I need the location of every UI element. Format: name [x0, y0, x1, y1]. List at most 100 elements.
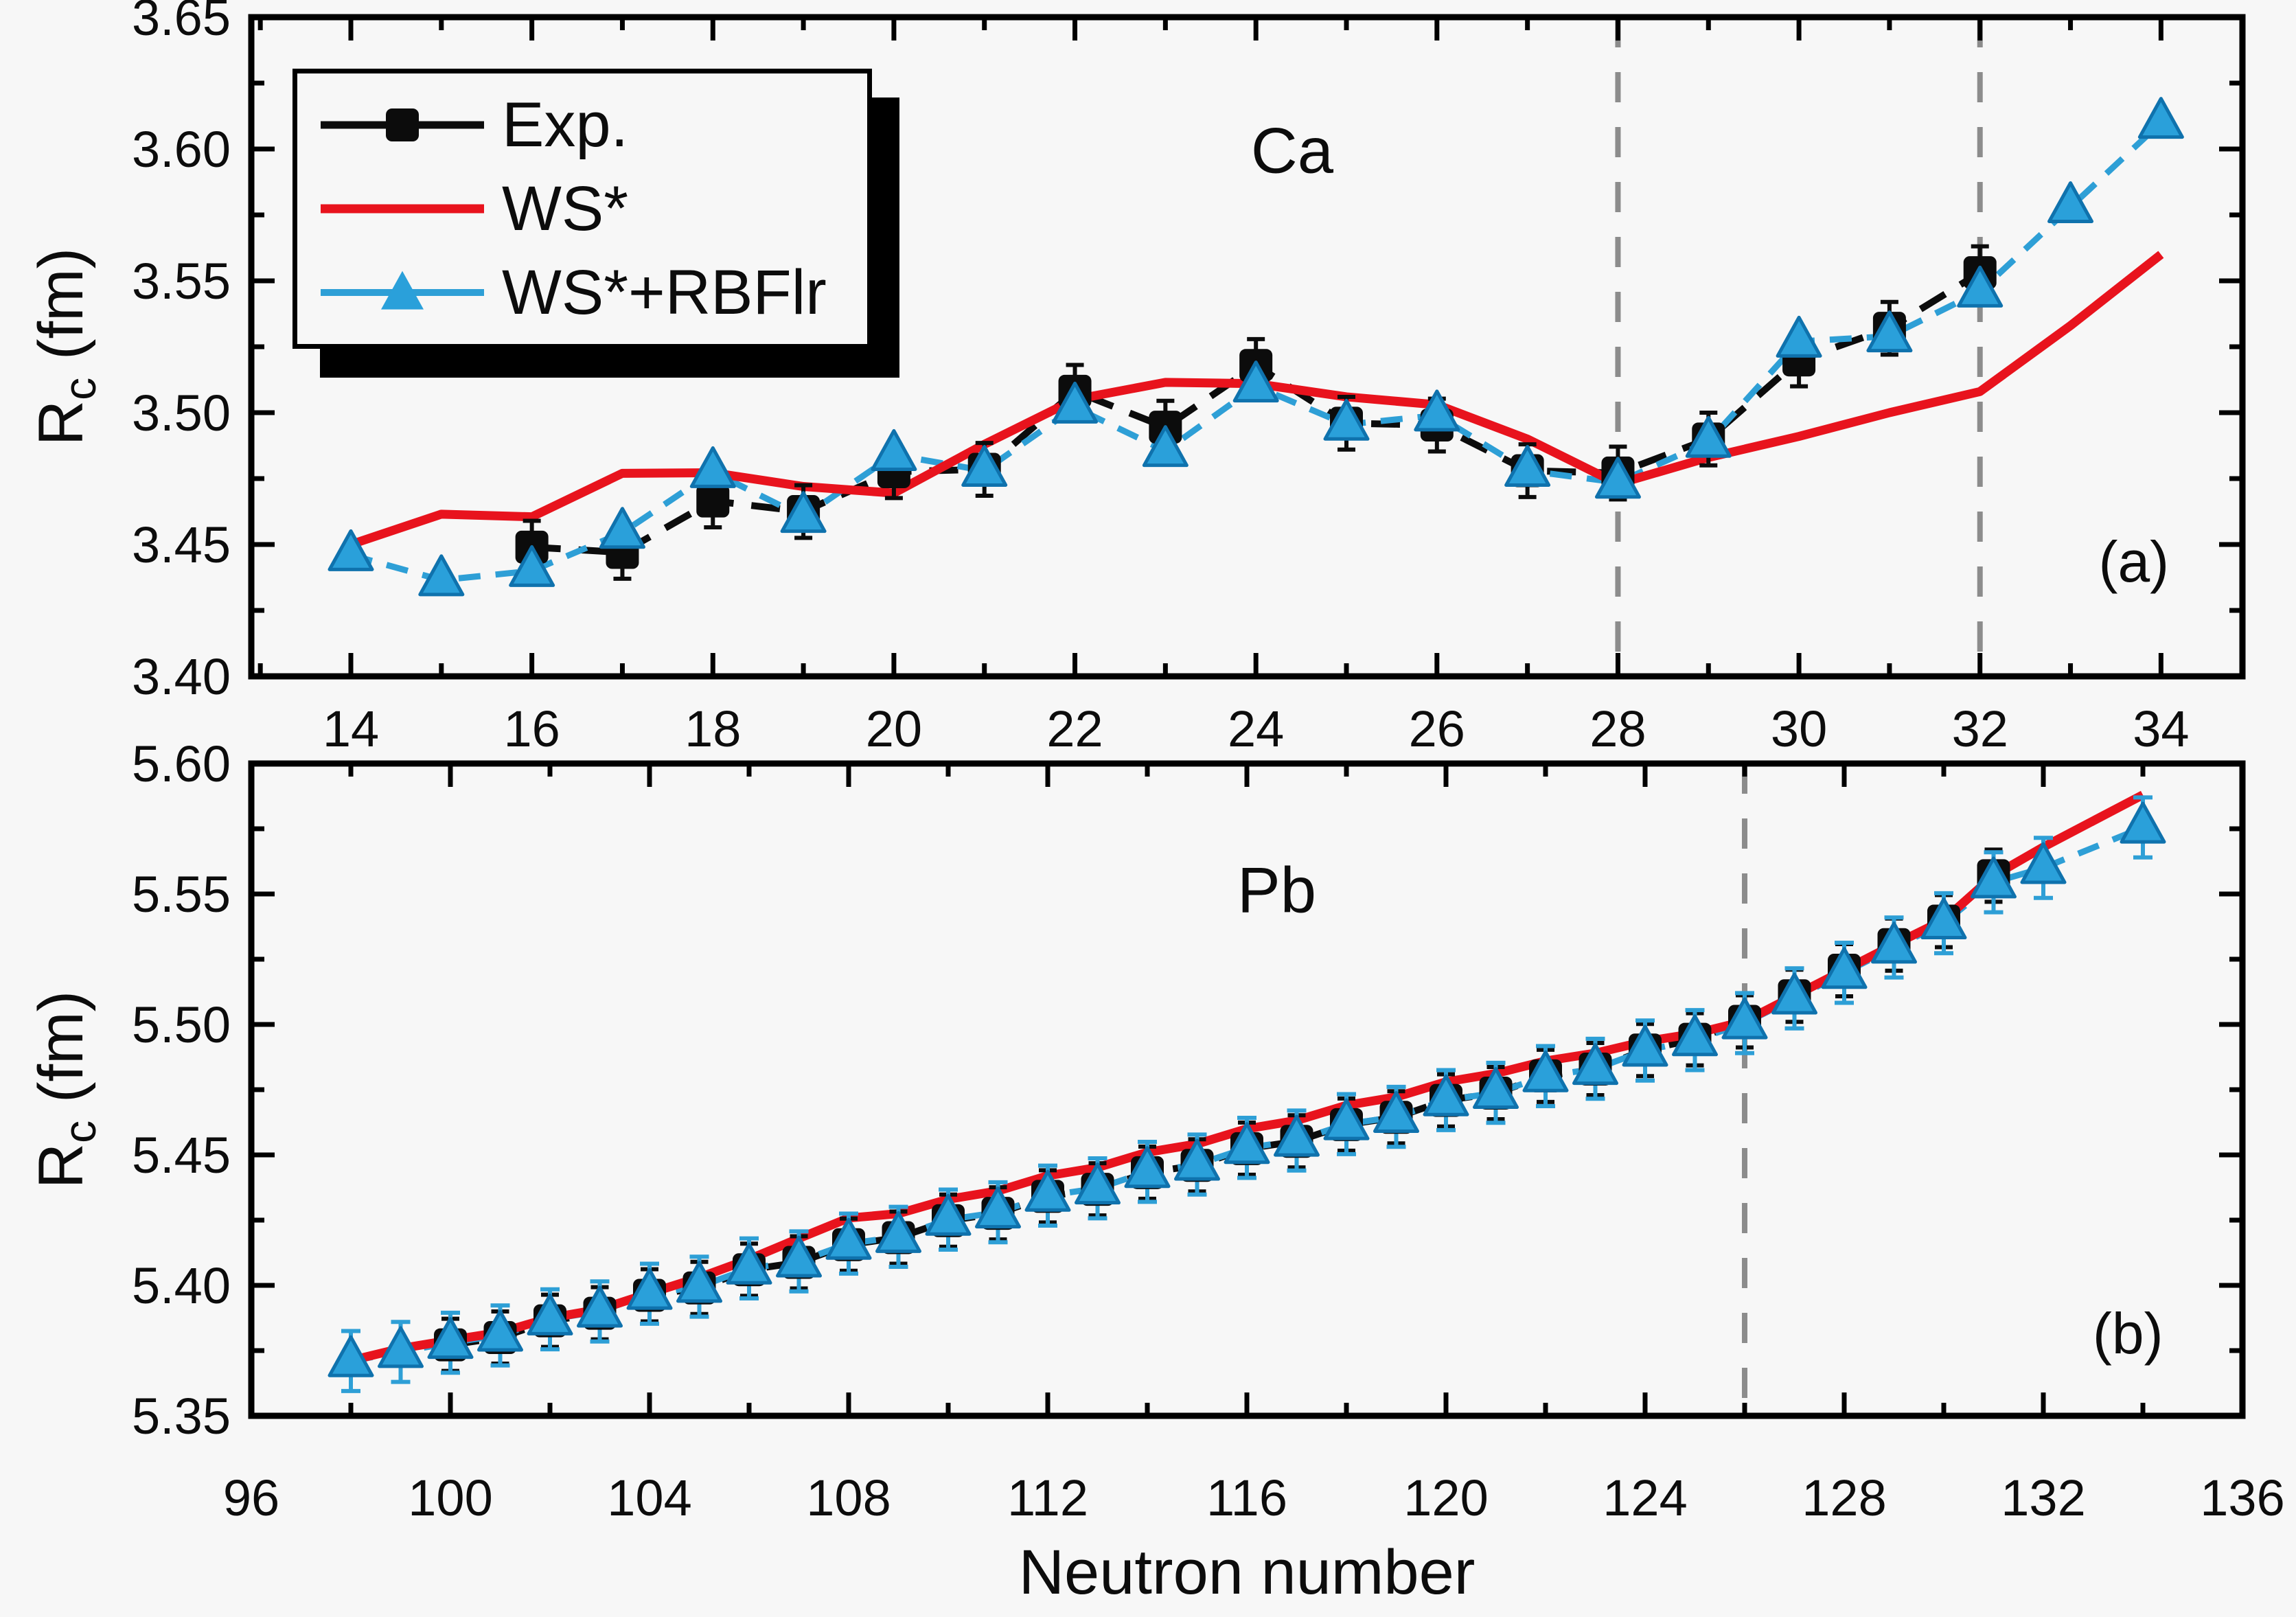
rbf-marker-N123 — [1572, 1043, 1618, 1086]
rbf-marker-N107 — [776, 1235, 822, 1278]
y-tick-label-3.60: 3.60 — [132, 121, 231, 178]
panel-letter: (a) — [2098, 529, 2169, 594]
panel-b: 96 100 104 108 112 116 120 124 128 132 136 5.35 5.40… — [132, 735, 2285, 1526]
rbf-marker-N16 — [509, 544, 555, 587]
y-tick-label-3.65: 3.65 — [132, 0, 231, 46]
rbf-marker-N117 — [1274, 1114, 1320, 1157]
rbf-marker-N101 — [477, 1309, 523, 1352]
rbf-marker-N104 — [626, 1268, 673, 1310]
legend-item-ws: WS* — [297, 168, 867, 249]
y-axis-label-panel-a: Rc (fm) — [25, 247, 106, 446]
rbf-marker-N120 — [1423, 1074, 1469, 1116]
x-tick-label-14: 14 — [323, 700, 379, 757]
y-tick-label-3.50: 3.50 — [132, 385, 231, 441]
rbf-marker-N26 — [1414, 389, 1460, 432]
y-tick-label-3.45: 3.45 — [132, 516, 231, 573]
x-axis-label: Neutron number — [1018, 1537, 1476, 1607]
rbf-marker-N114 — [1124, 1146, 1171, 1189]
rbf-marker-N132 — [2020, 842, 2067, 884]
x-tick-label-24: 24 — [1228, 700, 1284, 757]
rbf-marker-N126 — [1721, 997, 1768, 1040]
rbf-marker-N29 — [1685, 415, 1732, 458]
rbf-marker-N116 — [1224, 1122, 1270, 1165]
y-axis-label-panel-b: Rc (fm) — [25, 990, 106, 1189]
rbf-marker-N106 — [726, 1242, 772, 1285]
panel-title-Ca: Ca — [1251, 115, 1334, 187]
x-tick-label-30: 30 — [1771, 700, 1827, 757]
rbf-marker-N15 — [418, 554, 465, 597]
exp-line-marker-sample — [321, 87, 484, 163]
rbf-marker-N98 — [328, 1335, 374, 1377]
rbf-marker-N131 — [1971, 856, 2017, 899]
legend-label-rbf: WS*+RBFlr — [502, 257, 827, 328]
rbf-marker-N100 — [427, 1317, 474, 1360]
rbf-marker-N130 — [1920, 897, 1967, 940]
rbf-marker-N125 — [1672, 1014, 1718, 1057]
x-tick-label-20: 20 — [866, 700, 922, 757]
legend-item-exp: Exp. — [297, 84, 867, 165]
rbf-marker-N112 — [1024, 1169, 1071, 1212]
panel-letter: (b) — [2093, 1301, 2163, 1366]
ws-line-icon — [321, 204, 484, 214]
legend-label-exp: Exp. — [502, 90, 629, 160]
rbf-marker-N134 — [2120, 801, 2166, 844]
rbf-marker-N110 — [925, 1193, 972, 1236]
rbf-marker-N27 — [1504, 444, 1551, 487]
x-tick-label-104: 104 — [607, 1469, 691, 1526]
rbf-marker-N113 — [1075, 1162, 1121, 1205]
rbf-marker-N32 — [1957, 265, 2004, 308]
rbf-marker-N33 — [2047, 181, 2094, 223]
rbf-marker-N103 — [577, 1285, 623, 1328]
rbf-marker-N118 — [1323, 1098, 1370, 1140]
rbf-marker-N105 — [676, 1261, 722, 1303]
rbf-marker-N102 — [527, 1293, 573, 1335]
x-tick-label-18: 18 — [685, 700, 741, 757]
rbf-triangle-marker-icon — [381, 271, 424, 310]
x-tick-label-124: 124 — [1603, 1469, 1687, 1526]
rbf-marker-N119 — [1373, 1091, 1419, 1134]
rbf-marker-N18 — [689, 446, 736, 488]
y-tick-label-5.55: 5.55 — [132, 866, 231, 923]
rbf-marker-N28 — [1594, 457, 1641, 499]
x-tick-label-34: 34 — [2133, 700, 2189, 757]
rbf-marker-N115 — [1174, 1138, 1220, 1181]
rbf-marker-N22 — [1052, 381, 1099, 424]
x-tick-label-26: 26 — [1409, 700, 1465, 757]
x-tick-label-96: 96 — [223, 1469, 279, 1526]
rbf-marker-N109 — [875, 1211, 921, 1253]
y-tick-label-3.55: 3.55 — [132, 253, 231, 310]
x-tick-label-22: 22 — [1046, 700, 1103, 757]
rbf-marker-N129 — [1871, 921, 1917, 964]
legend: Exp. WS* WS*+RBFlr — [292, 69, 872, 349]
rbf-marker-N34 — [2137, 97, 2184, 139]
rbf-marker-N30 — [1776, 315, 1822, 358]
rbf-marker-N128 — [1821, 947, 1868, 989]
x-tick-label-32: 32 — [1952, 700, 2008, 757]
x-tick-label-128: 128 — [1802, 1469, 1886, 1526]
rbf-marker-N19 — [780, 491, 827, 534]
exp-marker-N18 — [696, 484, 730, 518]
rbf-marker-N127 — [1771, 972, 1817, 1015]
x-tick-label-116: 116 — [1206, 1469, 1287, 1526]
rbf-marker-N23 — [1142, 425, 1189, 468]
rbf-marker-N21 — [961, 444, 1008, 487]
y-tick-label-5.35: 5.35 — [132, 1388, 231, 1445]
x-tick-label-132: 132 — [2001, 1469, 2085, 1526]
x-tick-label-136: 136 — [2200, 1469, 2284, 1526]
rbf-marker-N25 — [1323, 398, 1370, 441]
exp-line — [450, 873, 1996, 1349]
legend-label-ws: WS* — [502, 174, 628, 244]
y-tick-label-5.60: 5.60 — [132, 735, 231, 792]
rbf-marker-N24 — [1232, 360, 1279, 403]
rbf-marker-N124 — [1622, 1024, 1668, 1067]
x-tick-label-112: 112 — [1007, 1469, 1088, 1526]
y-tick-label-5.50: 5.50 — [132, 996, 231, 1053]
rbf-marker-N122 — [1522, 1050, 1569, 1092]
panel-a: 14 16 18 20 22 24 26 28 30 32 34 3.40 3.45 3.50 3.55 3.… — [132, 0, 2246, 757]
y-tick-label-5.45: 5.45 — [132, 1127, 231, 1184]
panel-title-Pb: Pb — [1237, 854, 1316, 926]
legend-item-rbf: WS*+RBFlr — [297, 252, 867, 333]
x-tick-label-28: 28 — [1589, 700, 1646, 757]
